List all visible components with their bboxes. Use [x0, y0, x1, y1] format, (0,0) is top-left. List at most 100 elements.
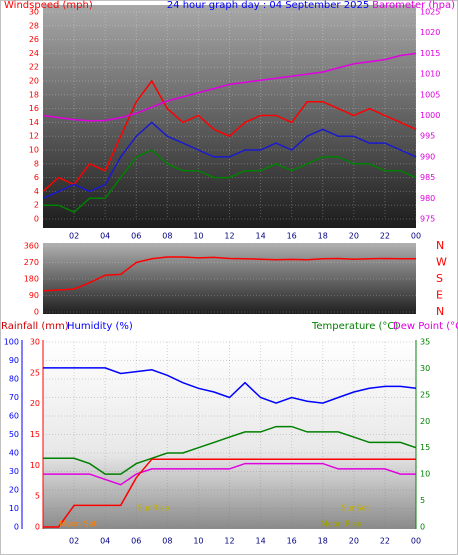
dew-label: Dew Point (°C) [393, 321, 458, 332]
y-tick-label: 18 [29, 90, 39, 99]
series-line [42, 256, 416, 292]
series-line [43, 149, 417, 213]
y-tick-label: 15 [420, 443, 430, 452]
y-tick-label: 90 [9, 356, 19, 365]
y-tick-label: N [436, 239, 444, 252]
y-tick-label: 5 [420, 496, 425, 505]
x-tick-label: 06 [131, 537, 141, 546]
y-tick-label: 975 [420, 215, 435, 224]
wind-label: Windspeed (mph) [4, 0, 93, 11]
x-tick-label: 10 [193, 537, 203, 546]
y-tick-label: 6 [34, 173, 39, 182]
y-tick-label: 1000 [420, 111, 440, 120]
y-tick-label: 25 [30, 368, 40, 377]
y-tick-label: 360 [24, 242, 39, 251]
panel-direction [43, 243, 416, 314]
y-tick-label: N [436, 305, 444, 318]
x-tick-label: 20 [349, 232, 359, 241]
x-tick-label: 14 [255, 232, 265, 241]
x-tick-label: 16 [287, 232, 297, 241]
x-tick-label: 02 [69, 537, 79, 546]
y-tick-label: 0 [420, 523, 425, 532]
y-tick-label: 8 [34, 159, 39, 168]
x-tick-label: 14 [255, 537, 265, 546]
x-tick-label: 18 [318, 232, 328, 241]
y-tick-label: 30 [29, 8, 39, 17]
y-tick-label: 10 [29, 146, 39, 155]
y-tick-label: 28 [29, 21, 39, 30]
temp-label: Temperature (°C) [311, 321, 398, 332]
y-tick-label: 980 [420, 194, 435, 203]
y-tick-label: 10 [30, 461, 40, 470]
y-tick-label: 15 [30, 430, 40, 439]
y-tick-label: 1005 [420, 90, 440, 99]
y-tick-label: S [436, 272, 443, 285]
y-tick-label: E [436, 289, 443, 302]
annotation: Moon Set [59, 520, 96, 529]
x-tick-label: 22 [380, 537, 390, 546]
y-tick-label: 1015 [420, 49, 440, 58]
y-tick-label: 1025 [420, 8, 440, 17]
annotation: SunRise [137, 504, 169, 513]
y-tick-label: 990 [420, 152, 435, 161]
y-tick-label: 20 [30, 399, 40, 408]
x-tick-label: 18 [318, 537, 328, 546]
y-tick-label: 22 [29, 63, 39, 72]
rain-label: Rainfall (mm) [1, 321, 69, 332]
y-tick-label: 2 [34, 201, 39, 210]
series-line [43, 458, 416, 528]
x-tick-label: 22 [380, 232, 390, 241]
y-tick-label: 995 [420, 132, 435, 141]
y-tick-label: 24 [29, 49, 39, 58]
y-tick-label: 1020 [420, 28, 440, 37]
y-tick-label: 80 [9, 375, 19, 384]
panel-wind [43, 5, 416, 228]
y-tick-label: 35 [420, 338, 430, 347]
baro-label: Barometer (hpa) [372, 0, 455, 11]
humidity-label: Humidity (%) [67, 321, 133, 332]
y-tick-label: 0 [35, 523, 40, 532]
y-tick-label: 25 [420, 390, 430, 399]
y-tick-label: 985 [420, 173, 435, 182]
x-tick-label: 00 [411, 537, 421, 546]
y-tick-label: 90 [29, 291, 39, 300]
y-tick-label: 30 [420, 364, 430, 373]
y-tick-label: 26 [29, 35, 39, 44]
y-tick-label: 5 [35, 492, 40, 501]
panel-temperature [43, 338, 416, 529]
y-tick-label: 0 [14, 523, 19, 532]
y-tick-label: 10 [9, 504, 19, 513]
y-tick-label: 12 [29, 132, 39, 141]
y-tick-label: 20 [420, 417, 430, 426]
y-tick-label: 40 [9, 449, 19, 458]
x-tick-label: 02 [69, 232, 79, 241]
y-tick-label: 100 [4, 338, 19, 347]
annotation: SunSet [341, 504, 369, 513]
y-tick-label: 14 [29, 118, 39, 127]
x-tick-label: 08 [162, 232, 172, 241]
y-tick-label: 16 [29, 104, 39, 113]
series-line [43, 367, 417, 404]
y-tick-label: 10 [420, 470, 430, 479]
y-tick-label: 30 [30, 338, 40, 347]
y-tick-label: 70 [9, 393, 19, 402]
x-tick-label: 16 [287, 537, 297, 546]
series-line [43, 425, 417, 475]
y-tick-label: 270 [24, 258, 39, 267]
x-tick-label: 12 [224, 232, 234, 241]
y-tick-label: 4 [34, 187, 39, 196]
y-tick-label: 180 [24, 275, 39, 284]
x-tick-label: 04 [100, 537, 110, 546]
y-tick-label: 1010 [420, 70, 440, 79]
series-line [43, 462, 416, 486]
y-tick-label: 20 [29, 77, 39, 86]
y-tick-label: 0 [34, 215, 39, 224]
x-tick-label: 06 [131, 232, 141, 241]
y-tick-label: 60 [9, 412, 19, 421]
x-tick-label: 04 [100, 232, 110, 241]
x-tick-label: 20 [349, 537, 359, 546]
series-line [42, 121, 417, 199]
x-tick-label: 00 [411, 232, 421, 241]
x-tick-label: 10 [193, 232, 203, 241]
